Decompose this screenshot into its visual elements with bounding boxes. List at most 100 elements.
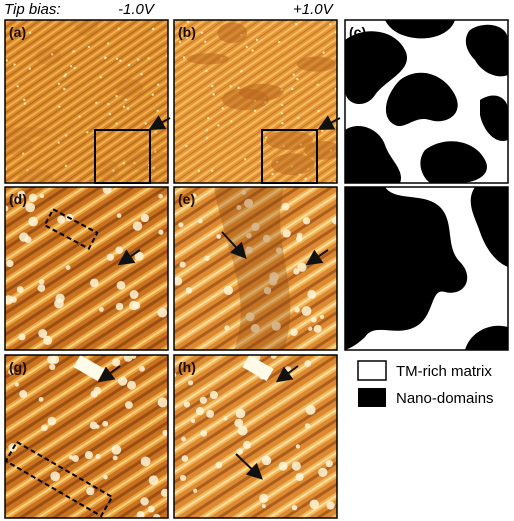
adatom <box>113 455 118 460</box>
panel-label: (f) <box>349 191 363 207</box>
panel: (h) <box>172 353 337 518</box>
adatom <box>292 505 297 510</box>
legend-label: TM-rich matrix <box>396 363 492 380</box>
adatom <box>297 263 306 272</box>
adatom <box>154 131 156 133</box>
adatom <box>16 85 18 87</box>
adatom <box>332 217 340 225</box>
adatom <box>206 137 208 139</box>
tip-bias-label: Tip bias: <box>4 1 61 18</box>
adatom <box>116 303 124 311</box>
adatom <box>99 307 104 312</box>
adatom <box>103 475 108 480</box>
panel-label: (d) <box>9 191 27 207</box>
adatom <box>107 42 109 44</box>
adatom <box>254 110 256 112</box>
adatom <box>63 75 65 77</box>
dark-domain <box>4 127 49 137</box>
adatom <box>39 279 45 285</box>
adatom <box>72 50 74 52</box>
stm-image <box>174 355 337 518</box>
adatom <box>311 317 317 323</box>
adatom <box>217 124 219 126</box>
adatom <box>296 444 300 448</box>
adatom <box>118 28 120 30</box>
adatom <box>210 391 218 399</box>
legend-label: Nano-domains <box>396 390 494 407</box>
adatom <box>215 462 222 469</box>
adatom <box>243 441 251 449</box>
adatom <box>88 46 90 48</box>
panel: (g) <box>5 353 169 521</box>
adatom <box>39 397 44 402</box>
adatom <box>128 64 130 66</box>
adatom <box>306 405 316 415</box>
adatom <box>305 423 310 428</box>
adatom <box>326 501 334 509</box>
adatom <box>224 286 233 295</box>
adatom <box>281 112 283 114</box>
figure: Tip bias: -1.0V +1.0V (a)(b)(c)(d)(e)(f)… <box>0 0 514 521</box>
adatom <box>200 430 207 437</box>
adatom <box>95 102 97 104</box>
adatom <box>58 83 60 85</box>
adatom <box>152 28 154 30</box>
panel-image <box>0 15 173 187</box>
adatom <box>314 325 322 333</box>
adatom <box>48 417 57 426</box>
adatom <box>294 307 299 312</box>
adatom <box>296 78 298 80</box>
adatom <box>180 261 186 267</box>
dark-domain <box>297 57 336 72</box>
adatom <box>78 115 80 117</box>
dark-domain <box>125 150 173 171</box>
adatom <box>47 355 56 364</box>
adatom <box>158 230 163 235</box>
adatom <box>307 290 316 299</box>
stm-image <box>5 355 168 518</box>
adatom <box>230 85 232 87</box>
adatom <box>281 122 283 124</box>
panel-image <box>345 20 508 183</box>
adatom <box>259 494 268 503</box>
dark-domain <box>99 160 120 181</box>
adatom <box>157 110 159 112</box>
adatom <box>141 214 149 222</box>
adatom <box>127 381 136 390</box>
adatom <box>29 31 31 33</box>
panel-image <box>2 185 168 350</box>
adatom <box>125 401 133 409</box>
adatom <box>205 70 207 72</box>
adatom <box>237 87 239 89</box>
adatom <box>17 286 24 293</box>
dark-domain <box>18 169 54 187</box>
adatom <box>158 194 162 198</box>
adatom <box>115 95 117 97</box>
adatom <box>326 460 333 467</box>
adatom <box>69 455 73 459</box>
adatom <box>290 328 297 335</box>
adatom <box>322 51 324 53</box>
adatom <box>10 296 16 302</box>
adatom <box>185 145 187 147</box>
adatom <box>292 461 301 470</box>
dark-domain <box>35 48 61 65</box>
adatom <box>123 162 125 164</box>
adatom <box>236 409 246 419</box>
adatom <box>54 299 64 309</box>
dark-domain <box>116 79 143 98</box>
adatom <box>15 382 19 386</box>
adatom <box>72 455 79 462</box>
adatom <box>152 93 154 95</box>
panel: (c) <box>345 20 508 183</box>
adatom <box>198 219 203 224</box>
adatom <box>149 475 159 485</box>
adatom <box>265 456 270 461</box>
adatom <box>139 366 145 372</box>
adatom <box>148 506 155 513</box>
panel: (f) <box>345 187 508 350</box>
adatom <box>86 131 88 133</box>
adatom <box>23 99 25 101</box>
adatom <box>130 290 139 299</box>
adatom <box>246 46 248 48</box>
